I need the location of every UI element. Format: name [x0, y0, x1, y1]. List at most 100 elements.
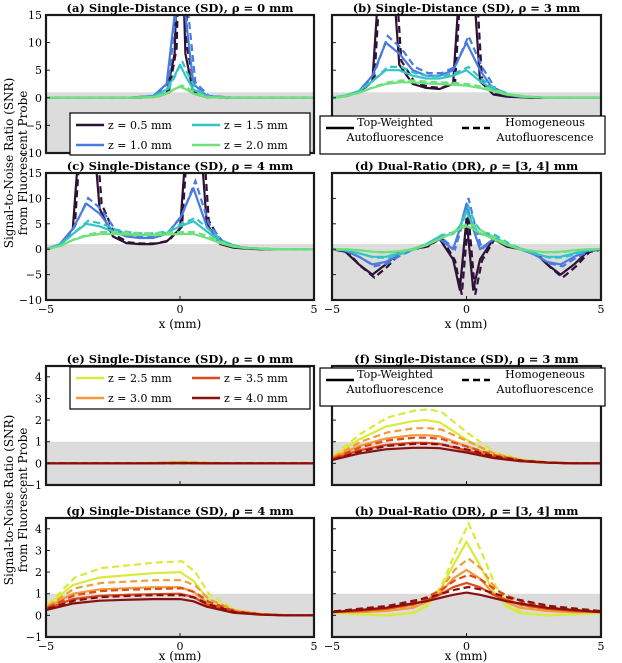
series-dashed-g-0	[47, 560, 314, 617]
y-tick-label-e: 0	[35, 457, 42, 470]
x-tick-label-d: 0	[463, 303, 470, 316]
xlabel-c: x (mm)	[159, 317, 202, 331]
x-tick-label-d: −5	[324, 303, 340, 316]
legend-label: z = 0.5 mm	[108, 119, 172, 132]
panel-title-a: (a) Single-Distance (SD), ρ = 0 mm	[67, 1, 294, 15]
series-dashed-h-3	[333, 585, 601, 613]
legend-label: z = 3.5 mm	[224, 372, 288, 385]
series-group-d	[332, 197, 601, 295]
y-tick-label-e: 2	[35, 414, 42, 427]
legend-label: z = 1.5 mm	[224, 119, 288, 132]
legend-label: Top-Weighted	[357, 116, 433, 129]
shade-band-c	[46, 244, 314, 300]
panel-title-c: (c) Single-Distance (SD), ρ = 4 mm	[67, 159, 294, 173]
y-tick-label-a: 5	[35, 64, 42, 77]
ylabel-bottom: Signal-to-Noise Ratio (SNR) from Fluores…	[2, 415, 30, 586]
series-dashed-d-1	[333, 197, 601, 268]
panel-title-f: (f) Single-Distance (SD), ρ = 3 mm	[354, 352, 578, 366]
panel-f: (f) Single-Distance (SD), ρ = 3 mm	[330, 352, 603, 487]
x-tick-label-c: 5	[311, 303, 318, 316]
y-tick-label-e: 4	[35, 371, 42, 384]
y-tick-label-a: 10	[28, 37, 42, 50]
y-tick-label-g: 0	[35, 609, 42, 622]
series-group-h	[332, 520, 601, 617]
panel-title-d: (d) Dual-Ratio (DR), ρ = [3, 4] mm	[355, 159, 578, 173]
y-tick-label-e: −1	[26, 479, 42, 492]
panel-e: −1 0 1 2 3 4 (e) Single-Distance (SD), ρ = 0 m…	[26, 352, 316, 492]
series-group-c	[46, 173, 314, 251]
legend-label: Autofluorescence	[496, 383, 594, 396]
ylabel-top-line1: Signal-to-Noise Ratio (SNR)	[2, 78, 16, 249]
legend-series-bottom: z = 2.5 mm z = 3.5 mm z = 3.0 mm z = 4.0…	[69, 366, 311, 410]
series-dashed-f-3	[333, 442, 601, 465]
y-tick-label-g: 3	[35, 544, 42, 557]
x-tick-label-g: −5	[38, 640, 54, 653]
y-tick-label-c: 15	[28, 167, 42, 180]
y-tick-label-a: −5	[26, 119, 42, 132]
series-dashed-g-3	[47, 594, 314, 617]
series-dashed-c-1	[47, 177, 314, 251]
y-tick-label-e: 1	[35, 436, 42, 449]
panel-d: −5 0 5 (d) Dual-Ratio (DR), ρ = [3, 4] mm	[324, 159, 605, 316]
y-tick-label-g: 1	[35, 588, 42, 601]
ylabel-top: Signal-to-Noise Ratio (SNR) from Fluores…	[2, 78, 30, 249]
y-tick-label-a: −10	[19, 147, 42, 160]
legend-style-top: Top-Weighted Autofluorescence Homogeneou…	[319, 115, 606, 155]
xlabel-g: x (mm)	[159, 649, 202, 663]
series-line-h-3	[332, 591, 601, 614]
legend-series-top: z = 0.5 mm z = 1.5 mm z = 1.0 mm z = 2.0…	[69, 112, 311, 156]
x-tick-label-c: −5	[38, 303, 54, 316]
ylabel-bottom-line2: from Fluorescent Probe	[16, 428, 30, 573]
series-dashed-a-3	[48, 84, 314, 99]
legend-style-bottom: Top-Weighted Autofluorescence Homogeneou…	[319, 367, 606, 407]
x-tick-label-h: 0	[463, 640, 470, 653]
series-group-g	[46, 560, 314, 617]
legend-label: Top-Weighted	[357, 368, 433, 381]
y-tick-label-c: 0	[35, 243, 42, 256]
panel-title-h: (h) Dual-Ratio (DR), ρ = [3, 4] mm	[355, 504, 579, 518]
legend-label: z = 3.0 mm	[108, 392, 172, 405]
ylabel-bottom-line1: Signal-to-Noise Ratio (SNR)	[2, 415, 16, 586]
x-tick-label-g: 5	[311, 640, 318, 653]
panel-title-b: (b) Single-Distance (SD), ρ = 3 mm	[353, 1, 581, 15]
series-group-e	[46, 460, 314, 465]
series-group-f	[332, 408, 601, 465]
y-tick-label-c: 5	[35, 218, 42, 231]
series-group-a	[46, 15, 314, 99]
series-dashed-d-3	[334, 222, 601, 254]
y-tick-label-a: 15	[28, 9, 42, 22]
series-dashed-d-2	[333, 203, 601, 259]
panel-g: −5 0 5 −1 0 1 2 3 4 (g) Single-Distance (SD), ρ =…	[26, 504, 318, 653]
legend-label: z = 2.0 mm	[224, 139, 288, 152]
xlabel-d: x (mm)	[445, 317, 488, 331]
y-tick-label-c: −5	[26, 269, 42, 282]
y-tick-label-c: −10	[19, 294, 42, 307]
y-tick-label-g: −1	[26, 631, 42, 644]
x-tick-label-h: −5	[324, 640, 340, 653]
panel-title-g: (g) Single-Distance (SD), ρ = 4 mm	[66, 504, 294, 518]
series-dashed-a-2	[48, 57, 314, 99]
legend-label: Autofluorescence	[346, 383, 444, 396]
legend-label: z = 2.5 mm	[108, 372, 172, 385]
x-tick-label-g: 0	[177, 640, 184, 653]
series-dashed-b-3	[333, 79, 601, 99]
ylabel-top-line2: from Fluorescent Probe	[16, 91, 30, 236]
legend-label: Autofluorescence	[496, 131, 594, 144]
series-dashed-c-3	[47, 231, 314, 251]
y-tick-label-a: 0	[35, 92, 42, 105]
series-group-b	[332, 15, 601, 99]
x-tick-label-c: 0	[177, 303, 184, 316]
legend-label: Autofluorescence	[346, 131, 444, 144]
panel-h: −5 0 5 (h) Dual-Ratio (DR), ρ = [3, 4] mm	[324, 504, 605, 653]
legend-label: Homogeneous	[505, 368, 585, 381]
xlabel-h: x (mm)	[445, 649, 488, 663]
legend-label: z = 1.0 mm	[108, 139, 172, 152]
legend-label: z = 4.0 mm	[224, 392, 288, 405]
x-tick-label-d: 5	[598, 303, 605, 316]
y-tick-label-g: 2	[35, 566, 42, 579]
y-tick-label-e: 3	[35, 392, 42, 405]
series-dashed-h-2	[333, 573, 601, 613]
series-dashed-h-0	[333, 520, 601, 617]
x-tick-label-h: 5	[598, 640, 605, 653]
panel-title-e: (e) Single-Distance (SD), ρ = 0 mm	[67, 352, 294, 366]
